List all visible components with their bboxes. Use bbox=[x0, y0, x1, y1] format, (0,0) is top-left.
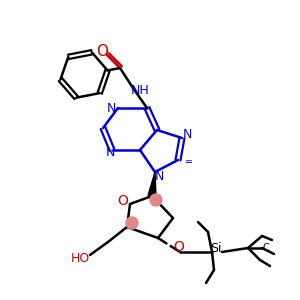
Text: N: N bbox=[154, 170, 164, 184]
Text: O: O bbox=[96, 44, 108, 59]
Text: C: C bbox=[262, 243, 269, 253]
Text: N: N bbox=[106, 101, 116, 115]
Circle shape bbox=[150, 194, 162, 206]
Text: Si: Si bbox=[210, 242, 222, 256]
Text: O: O bbox=[118, 194, 128, 208]
Text: N: N bbox=[105, 146, 115, 158]
Circle shape bbox=[126, 217, 138, 229]
Text: HO: HO bbox=[70, 253, 90, 266]
Text: O: O bbox=[174, 240, 184, 254]
Polygon shape bbox=[148, 172, 156, 196]
Text: ═: ═ bbox=[185, 157, 191, 167]
Text: NH: NH bbox=[130, 83, 149, 97]
Text: N: N bbox=[182, 128, 192, 142]
